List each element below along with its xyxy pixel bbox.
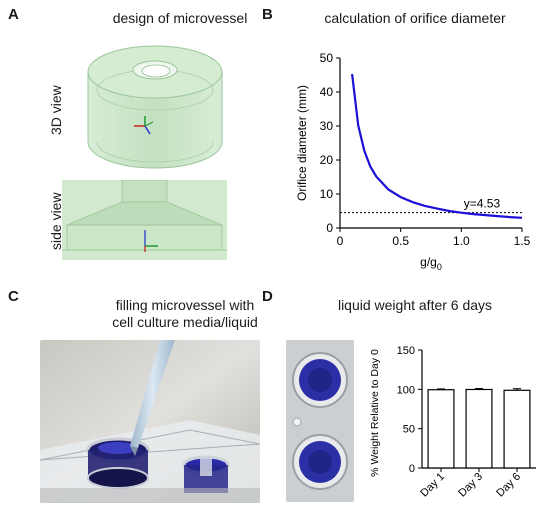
x-tick-label: 0.5	[392, 234, 409, 248]
panel-a-title: design of microvessel	[112, 10, 248, 26]
bar	[465, 388, 493, 469]
y-tick-label: 40	[320, 85, 334, 99]
panel-a-3d-view-label: 3D view	[48, 85, 64, 135]
x-tick-label: 0	[337, 234, 344, 248]
y-axis-label: % Weight Relative to Day 0	[369, 349, 381, 477]
y-tick-label: 0	[326, 221, 333, 235]
panel-c-title-line1: filling microvessel with	[115, 297, 255, 313]
reference-line-label: y=4.53	[464, 197, 501, 211]
y-tick-label: 0	[409, 463, 415, 475]
panel-a-label: A	[8, 6, 19, 23]
bar	[503, 389, 531, 469]
panel-b-title: calculation of orifice diameter	[324, 10, 506, 26]
liquid-weight-bar-chart: 0 50 100 150 % Weight Relative to Day 0 Day 1…	[369, 345, 536, 500]
y-tick-label: 50	[320, 51, 334, 65]
y-tick-label: 10	[320, 187, 334, 201]
x-tick-label: 1.5	[514, 234, 531, 248]
y-tick-label: 150	[397, 345, 415, 357]
panel-d-label: D	[262, 288, 273, 305]
x-axis-label: g/g0	[420, 255, 442, 272]
microvessel-3d-render	[87, 45, 223, 169]
x-tick-label: 1.0	[453, 234, 470, 248]
x-tick-label: Day 3	[456, 471, 485, 500]
orifice-diameter-chart: 0 10 20 30 40 50 0 0.5 1.0 1.5 Orifice diameter (m…	[295, 51, 531, 272]
filled-microvessels-photo	[286, 340, 354, 502]
y-tick-label: 20	[320, 153, 334, 167]
y-tick-label: 100	[397, 384, 415, 396]
panel-c-label: C	[8, 288, 19, 305]
orifice-diameter-curve	[351, 73, 523, 219]
pipette-filling-photo	[40, 340, 260, 503]
y-axis-label: Orifice diameter (mm)	[295, 85, 309, 201]
x-tick-label: Day 6	[494, 471, 523, 500]
y-tick-label: 30	[320, 119, 334, 133]
microvessel-side-render	[62, 180, 227, 260]
panel-c-title-line2: cell culture media/liquid	[112, 314, 258, 330]
panel-d-title: liquid weight after 6 days	[337, 297, 493, 313]
y-tick-label: 50	[403, 424, 415, 436]
panel-b-label: B	[262, 6, 273, 23]
bar	[427, 389, 455, 469]
x-tick-label: Day 1	[418, 471, 447, 500]
